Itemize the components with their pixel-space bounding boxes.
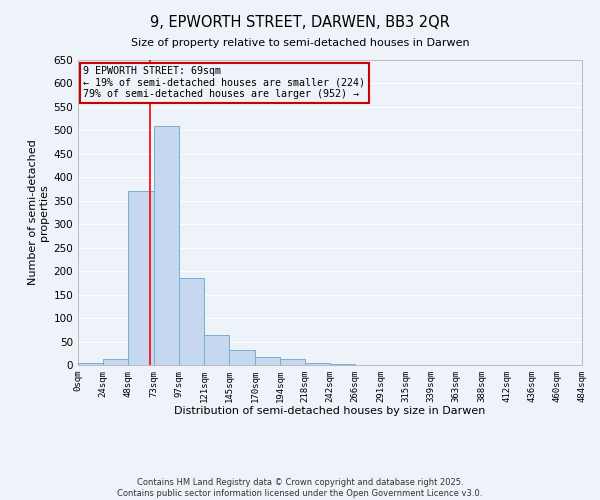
Text: 9 EPWORTH STREET: 69sqm
← 19% of semi-detached houses are smaller (224)
79% of s: 9 EPWORTH STREET: 69sqm ← 19% of semi-de…	[83, 66, 365, 100]
Text: Size of property relative to semi-detached houses in Darwen: Size of property relative to semi-detach…	[131, 38, 469, 48]
Bar	[179, 278, 204, 365]
Text: Contains HM Land Registry data © Crown copyright and database right 2025.
Contai: Contains HM Land Registry data © Crown c…	[118, 478, 482, 498]
Bar	[78, 362, 103, 365]
Bar	[229, 350, 255, 365]
Bar	[305, 362, 330, 365]
X-axis label: Distribution of semi-detached houses by size in Darwen: Distribution of semi-detached houses by …	[175, 406, 485, 416]
Y-axis label: Number of semi-detached
properties: Number of semi-detached properties	[28, 140, 49, 286]
Bar	[280, 360, 305, 365]
Bar	[128, 192, 154, 365]
Bar	[154, 126, 179, 365]
Text: 9, EPWORTH STREET, DARWEN, BB3 2QR: 9, EPWORTH STREET, DARWEN, BB3 2QR	[150, 15, 450, 30]
Bar	[204, 334, 229, 365]
Bar	[255, 357, 280, 365]
Bar	[103, 360, 128, 365]
Bar	[330, 364, 355, 365]
